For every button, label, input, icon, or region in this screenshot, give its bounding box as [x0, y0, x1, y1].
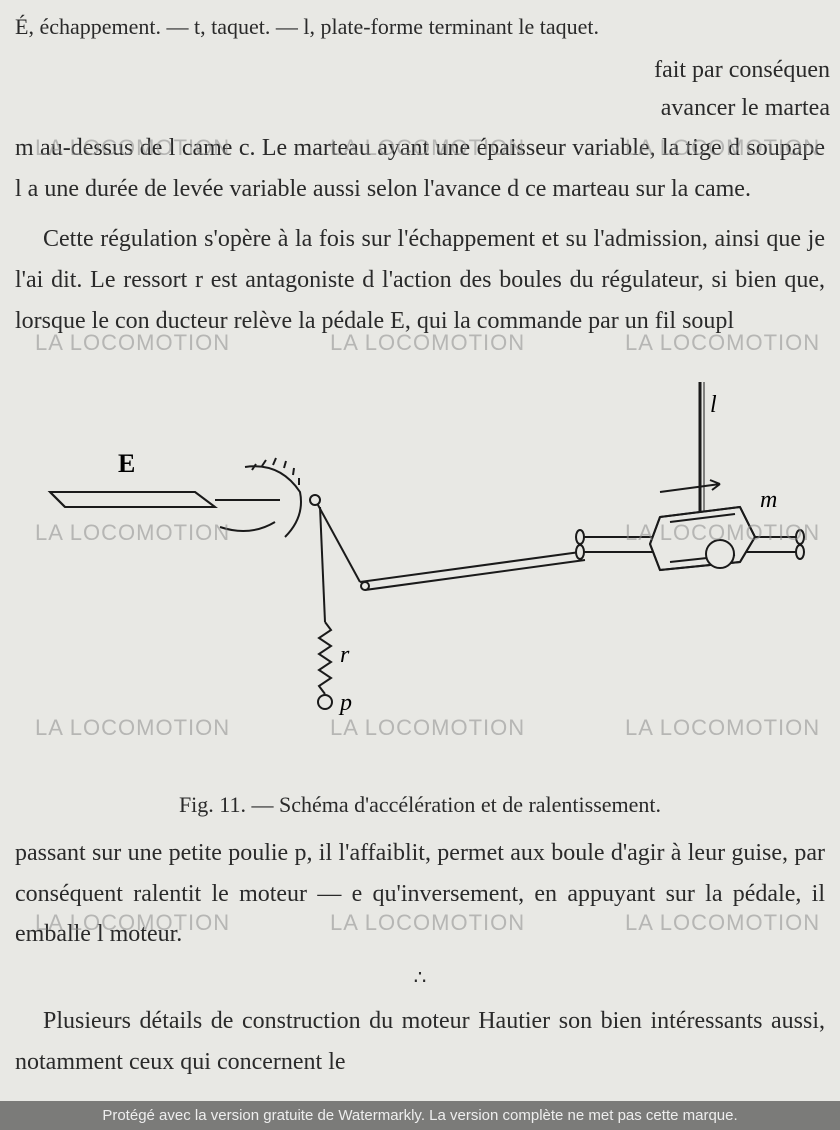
figure-caption: Fig. 11. — Schéma d'accélération et de r…	[0, 792, 840, 818]
top-truncated-left: É, échappement. — t, taquet. — l, plate-…	[0, 10, 840, 43]
watermarkly-footer: Protégé avec la version gratuite de Wate…	[0, 1101, 840, 1130]
paragraph-4: Plusieurs détails de construction du mot…	[0, 1001, 840, 1083]
figure-diagram: E l m r p	[20, 362, 820, 742]
paragraph-3: passant sur une petite poulie p, il l'af…	[0, 833, 840, 955]
label-p: p	[338, 690, 352, 716]
separator: ∴	[0, 961, 840, 995]
top-right-snippet: fait par conséquen avancer le martea	[0, 51, 840, 128]
figure-11: E l m r p	[0, 362, 840, 782]
label-m: m	[760, 487, 777, 513]
paragraph-2: Cette régulation s'opère à la fois sur l…	[0, 219, 840, 341]
right-line1: fait par conséquen	[654, 57, 830, 83]
document-page: É, échappement. — t, taquet. — l, plate-…	[0, 0, 840, 1083]
label-r: r	[340, 642, 350, 668]
paragraph-1: m au-dessus de l came c. Le marteau ayan…	[0, 128, 840, 210]
right-line2: avancer le martea	[661, 95, 830, 121]
label-l: l	[710, 392, 717, 418]
label-E: E	[118, 449, 135, 478]
